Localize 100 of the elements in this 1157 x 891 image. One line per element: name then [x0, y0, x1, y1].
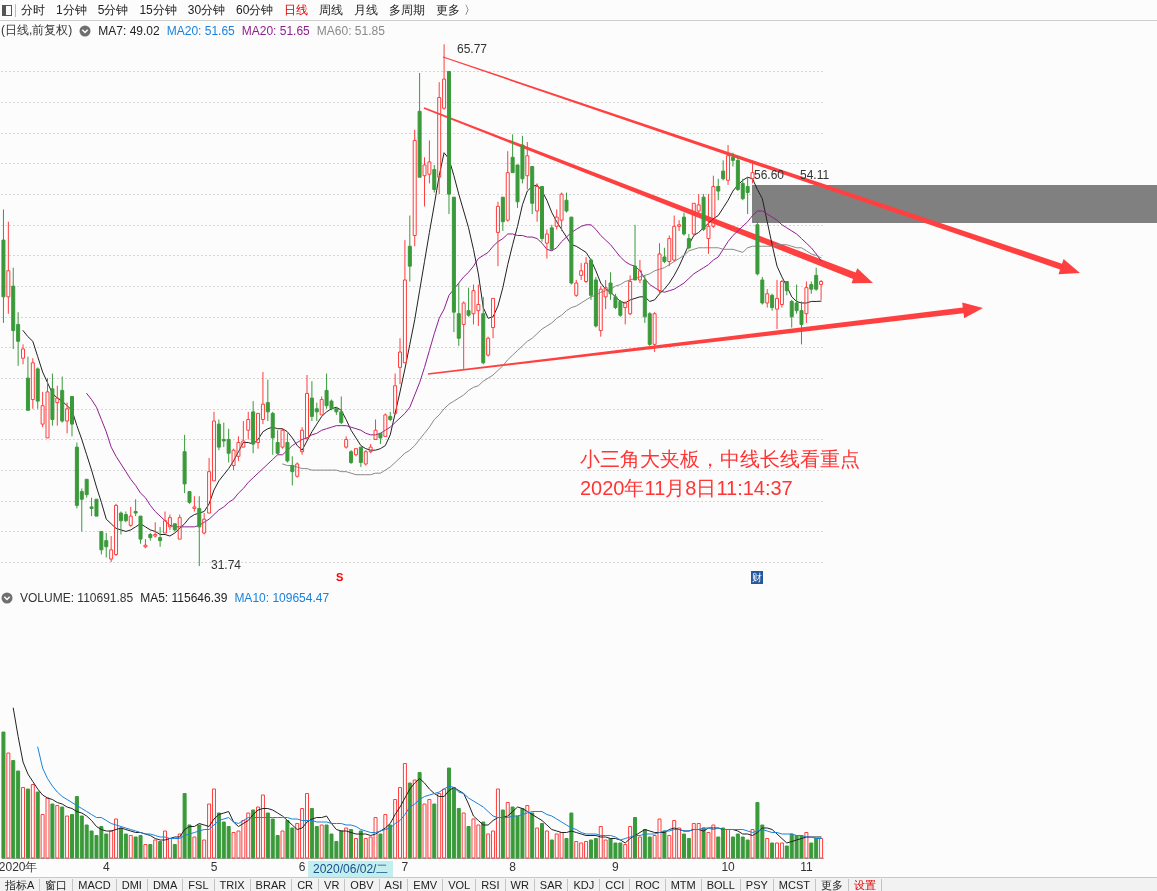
bar: [65, 815, 70, 859]
bar: [549, 839, 554, 859]
bar: [779, 842, 784, 859]
candlestick: [192, 495, 197, 513]
x-tick-label: 11: [800, 859, 813, 874]
x-tick-label: 9: [612, 859, 620, 874]
text: 财: [751, 571, 763, 584]
text: 30分钟: [187, 1, 226, 19]
candlestick: [407, 215, 412, 283]
candlestick: [65, 402, 70, 434]
text: BRAR: [250, 878, 293, 891]
bar: [530, 812, 535, 859]
candlestick: [437, 81, 442, 195]
text: ASI: [379, 878, 409, 891]
bar: [755, 802, 760, 859]
chart-title: VOLUME: 110691.85: [20, 590, 134, 605]
bar: [383, 814, 388, 859]
text: CCI: [600, 878, 631, 891]
candlestick: [265, 379, 270, 422]
bar: [353, 838, 358, 859]
candlestick: [11, 267, 16, 350]
bar: [775, 842, 780, 859]
bar: [701, 827, 706, 859]
annotation: 31.74: [211, 558, 242, 573]
candlestick: [775, 279, 780, 330]
text: 窗口: [40, 878, 74, 891]
annotation: 54.11: [800, 168, 830, 183]
bar: [726, 829, 731, 859]
text: 更多 〉: [436, 1, 476, 19]
candlestick: [637, 259, 642, 284]
bar: [540, 823, 545, 859]
bar: [153, 839, 158, 859]
x-tick-label: 5: [210, 859, 218, 874]
bar: [60, 806, 65, 859]
text: 更多: [816, 878, 850, 891]
candlestick: [525, 141, 530, 191]
text: DMI: [116, 878, 148, 891]
candlestick: [197, 495, 202, 567]
text: S: [336, 571, 344, 584]
bar: [486, 833, 491, 859]
text: WR: [505, 878, 535, 891]
bar: [466, 826, 471, 859]
bar: [804, 832, 809, 859]
text: ROC: [630, 878, 666, 891]
candlestick: [779, 279, 784, 309]
bar: [35, 791, 40, 859]
x-tick-label: 10: [721, 859, 736, 874]
bar: [378, 833, 383, 859]
candlestick: [349, 449, 354, 465]
text: 5分钟: [97, 1, 129, 19]
candlestick: [770, 293, 775, 312]
candlestick: [21, 343, 26, 365]
text: MCST: [773, 878, 817, 891]
candlestick: [535, 182, 540, 223]
candlestick: [1, 208, 6, 324]
candlestick: [681, 212, 686, 237]
candlestick: [726, 144, 731, 186]
bar: [55, 805, 60, 859]
x-tick-label: 6: [298, 859, 306, 874]
candlestick: [657, 242, 662, 295]
text: MA5: 115646.39: [140, 590, 228, 605]
text: CR: [292, 878, 320, 891]
annotation: 65.77: [457, 42, 488, 57]
text: MA60: 51.85: [316, 23, 385, 38]
bar: [809, 842, 814, 859]
bar: [1, 731, 6, 859]
text: 分时: [21, 1, 45, 19]
annotation: 小三角大夹板，中线长线看重点: [580, 448, 860, 471]
bar: [593, 838, 598, 859]
bar: [412, 779, 417, 859]
legend-label: MA20: 51.65: [166, 23, 235, 38]
bar: [358, 830, 363, 859]
x-tick-label: 7: [401, 859, 409, 874]
bar: [662, 830, 667, 859]
candlestick: [686, 233, 691, 250]
candlestick: [290, 455, 295, 486]
bar: [25, 788, 30, 859]
bar: [30, 784, 35, 859]
candlestick: [608, 271, 613, 301]
candlestick: [158, 526, 163, 548]
bar: [417, 772, 422, 859]
chart-title: (日线,前复权): [1, 22, 73, 39]
bar: [388, 824, 393, 859]
text: MA20: 51.65: [241, 23, 310, 38]
bar: [148, 844, 153, 859]
bar: [495, 788, 500, 859]
candlestick: [167, 514, 172, 531]
text: MA7: 49.02: [98, 23, 160, 38]
bar: [535, 827, 540, 859]
bar: [158, 841, 163, 859]
bar: [461, 812, 466, 859]
bar: [50, 803, 55, 859]
text: TRIX: [214, 878, 251, 891]
candlestick: [745, 176, 750, 215]
text: 15分钟: [139, 1, 177, 19]
text: MACD: [73, 878, 117, 891]
candlestick: [55, 385, 60, 427]
bar: [128, 835, 133, 859]
text: 2020/06/02/二: [308, 861, 394, 877]
text: 设置: [849, 878, 883, 891]
